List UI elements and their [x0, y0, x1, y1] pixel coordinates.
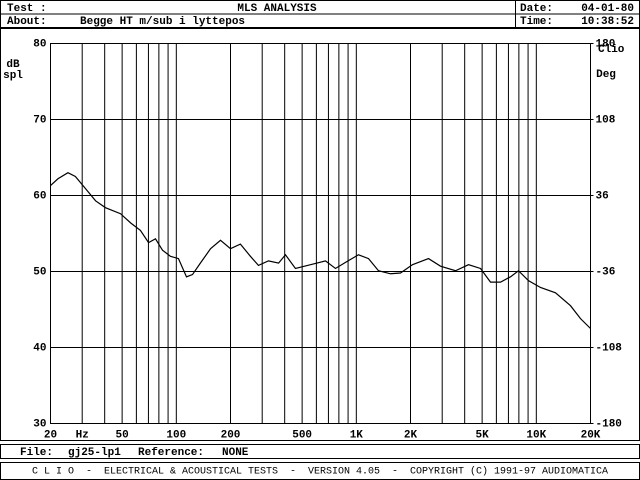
date-label: Date:	[520, 3, 553, 15]
about: Begge HT m/sub i lyttepos	[80, 16, 245, 28]
reference: NONE	[222, 447, 249, 459]
date: 04-01-80	[581, 3, 634, 15]
response-line	[50, 172, 591, 329]
title: MLS ANALYSIS	[237, 3, 317, 15]
y2-label: Deg	[596, 69, 616, 81]
time-label: Time:	[520, 16, 553, 28]
y-label: spl	[3, 70, 23, 82]
reference-label: Reference:	[138, 447, 204, 459]
y2-tick-label: 180	[596, 38, 616, 50]
x-tick-label: 500	[292, 429, 312, 441]
x-tick-label: 5K	[476, 429, 490, 441]
y2-tick-label: -36	[596, 266, 616, 278]
test-label: Test :	[7, 3, 47, 15]
x-tick-label: 2K	[404, 429, 418, 441]
x-tick-label: 10K	[526, 429, 546, 441]
y-tick-label: 80	[33, 38, 46, 50]
y2-tick-label: 36	[596, 190, 609, 202]
y2-tick-label: -108	[596, 342, 623, 354]
time: 10:38:52	[581, 16, 634, 28]
y-tick-label: 70	[33, 114, 46, 126]
about-label: About:	[7, 16, 47, 28]
x-tick-label: 20	[44, 429, 57, 441]
watermark: Clio	[598, 44, 625, 56]
y2-tick-label: -180	[596, 418, 622, 430]
x-tick-label: 200	[221, 429, 241, 441]
credits: C L I O - ELECTRICAL & ACOUSTICAL TESTS …	[32, 466, 608, 478]
x-tick-label: Hz	[76, 429, 89, 441]
y-tick-label: 50	[33, 266, 46, 278]
x-tick-label: 50	[116, 429, 129, 441]
y-tick-label: 60	[33, 190, 46, 202]
file: gj25-lp1	[68, 447, 121, 459]
x-tick-label: 20K	[581, 429, 601, 441]
y2-tick-label: 108	[596, 114, 616, 126]
file-label: File:	[20, 447, 53, 459]
y-tick-label: 30	[33, 418, 46, 430]
y-label: dB	[6, 59, 20, 71]
x-tick-label: 1K	[350, 429, 364, 441]
x-tick-label: 100	[166, 429, 186, 441]
y-tick-label: 40	[33, 342, 46, 354]
